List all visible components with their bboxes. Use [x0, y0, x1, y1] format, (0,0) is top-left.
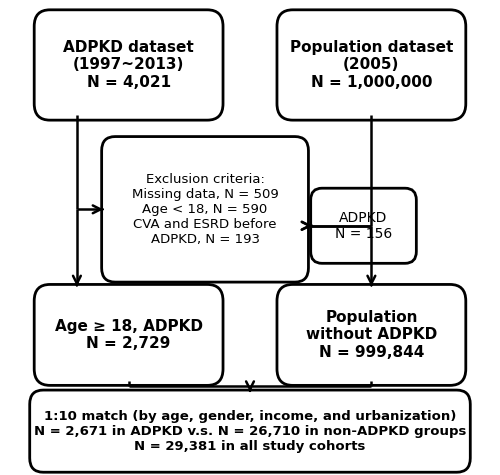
FancyBboxPatch shape [277, 285, 466, 385]
FancyBboxPatch shape [277, 10, 466, 120]
Text: ADPKD
N = 156: ADPKD N = 156 [335, 211, 392, 241]
Text: 1:10 match (by age, gender, income, and urbanization)
N = 2,671 in ADPKD v.s. N : 1:10 match (by age, gender, income, and … [34, 409, 466, 453]
Text: Age ≥ 18, ADPKD
N = 2,729: Age ≥ 18, ADPKD N = 2,729 [54, 319, 203, 351]
FancyBboxPatch shape [310, 188, 416, 263]
FancyBboxPatch shape [34, 285, 223, 385]
Text: Population dataset
(2005)
N = 1,000,000: Population dataset (2005) N = 1,000,000 [290, 40, 453, 90]
FancyBboxPatch shape [30, 390, 470, 472]
Text: ADPKD dataset
(1997~2013)
N = 4,021: ADPKD dataset (1997~2013) N = 4,021 [63, 40, 194, 90]
Text: Population
without ADPKD
N = 999,844: Population without ADPKD N = 999,844 [306, 310, 437, 360]
FancyBboxPatch shape [34, 10, 223, 120]
FancyBboxPatch shape [102, 137, 308, 282]
Text: Exclusion criteria:
Missing data, N = 509
Age < 18, N = 590
CVA and ESRD before
: Exclusion criteria: Missing data, N = 50… [132, 173, 278, 246]
